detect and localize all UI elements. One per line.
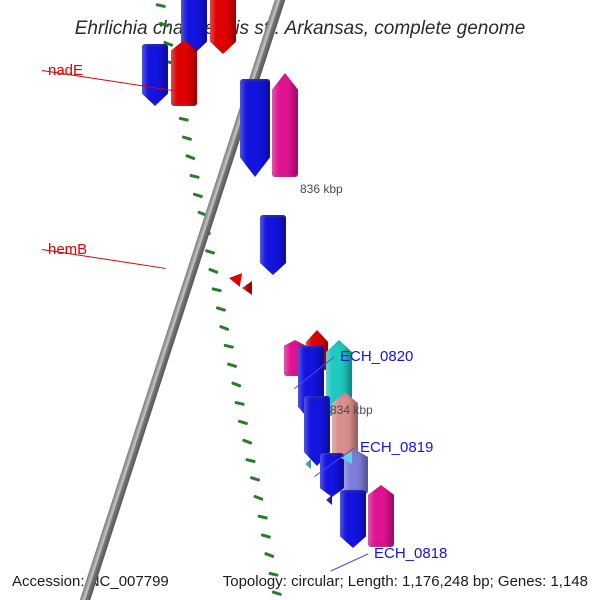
gc-skew-dash [182,135,192,141]
gene-label-nade[interactable]: nadE [48,62,83,79]
gc-skew-dash [216,306,226,312]
gc-skew-dash [253,495,263,501]
gc-skew-dash [242,438,252,444]
gc-skew-dash [264,552,274,558]
gc-skew-dash [249,476,259,482]
red-direction-arrow [228,271,242,287]
gc-skew-dash [261,533,271,539]
page-title: Ehrlichia chaffeensis str. Arkansas, com… [75,18,526,40]
gc-skew-dash [204,249,214,255]
gc-skew-dash [219,324,229,330]
leader-line-ech_0818 [331,553,369,571]
gc-skew-dash [156,3,166,8]
gene-label-ech_0819[interactable]: ECH_0819 [360,439,433,456]
gene-feature-block[interactable] [242,281,252,295]
gene-feature-block[interactable] [272,73,298,177]
gene-label-ech_0820[interactable]: ECH_0820 [340,348,413,365]
gene-feature-block[interactable] [305,459,311,469]
gene-feature-block[interactable] [340,490,366,548]
gene-label-hemb[interactable]: hemB [48,241,87,258]
gc-skew-dash [208,268,218,274]
gc-skew-dash [186,154,196,160]
gc-skew-dash [238,419,248,425]
genome-summary-label: Topology: circular; Length: 1,176,248 bp… [223,573,588,590]
gene-feature-block[interactable] [171,40,197,106]
kbp-tick-label: 834 kbp [330,403,373,417]
gene-feature-block[interactable] [142,44,168,106]
gc-skew-dash [234,401,244,406]
gc-skew-dash [178,117,188,122]
gc-skew-dash [246,458,256,463]
gc-skew-dash [231,381,241,387]
gene-feature-block[interactable] [326,495,332,505]
gc-skew-dash [257,515,267,520]
gc-skew-dash [223,344,233,349]
gene-feature-block[interactable] [368,485,394,547]
genome-diagram: Ehrlichia chaffeensis str. Arkansas, com… [0,0,600,600]
gc-skew-dash [212,287,222,292]
cyan-direction-arrow [341,452,352,464]
gc-skew-dash [272,590,282,596]
gene-feature-block[interactable] [210,0,236,54]
gene-feature-block[interactable] [260,215,286,275]
gc-skew-dash [193,192,203,198]
kbp-tick-label: 836 kbp [300,182,343,196]
gene-feature-block[interactable] [240,79,270,177]
gene-label-ech_0818[interactable]: ECH_0818 [374,545,447,562]
gc-skew-dash [189,173,199,178]
gc-skew-dash [227,363,237,369]
